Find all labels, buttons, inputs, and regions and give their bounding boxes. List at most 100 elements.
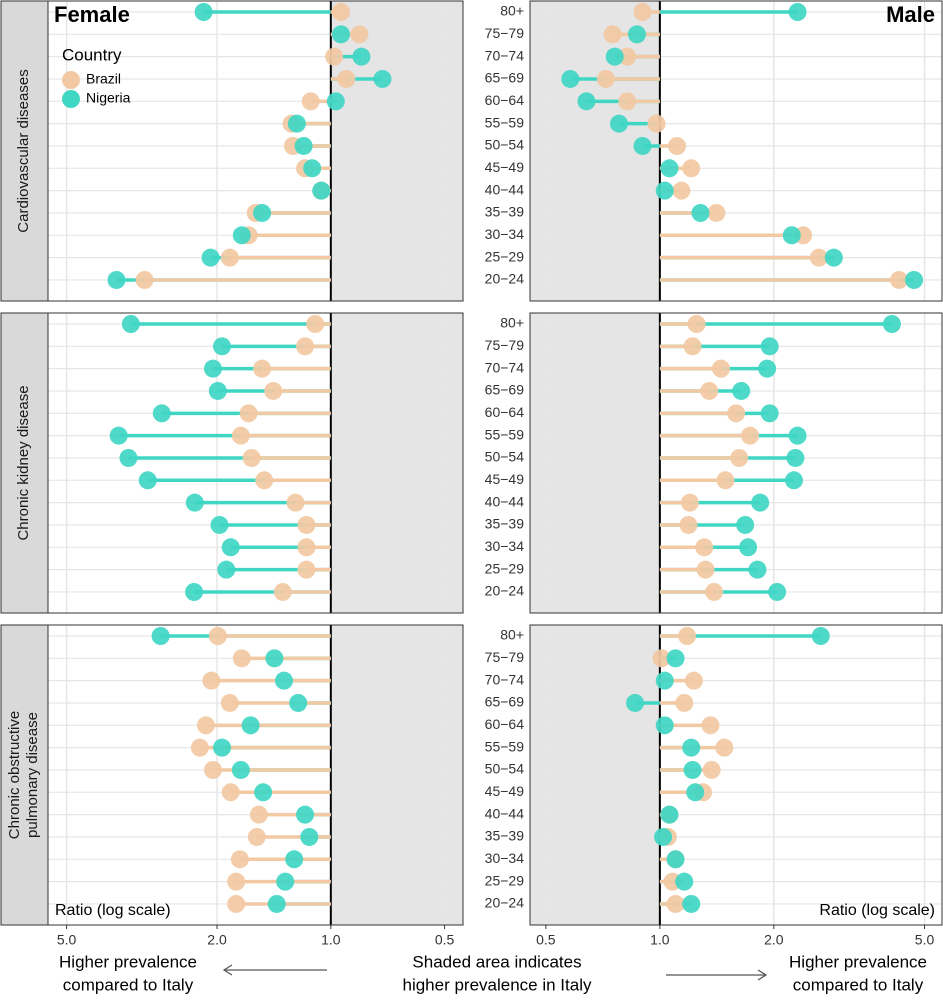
lollipop-dot [201,248,220,267]
shaded-area [530,313,660,613]
lollipop-dot [239,404,258,423]
lollipop-dot [654,827,673,846]
age-label: 65−69 [485,694,525,710]
age-label: 20−24 [485,583,525,599]
lollipop-dot [682,894,701,913]
age-label: 70−74 [485,47,525,63]
lollipop-dot [109,426,128,445]
lollipop-dot [232,649,251,668]
lollipop-dot [231,760,250,779]
lollipop-dot [732,381,751,400]
lollipop-dot [561,69,580,88]
lollipop-dot [691,203,710,222]
lollipop-dot [274,671,293,690]
lollipop-dot [760,404,779,423]
age-label: 40−44 [485,493,525,509]
lollipop-dot [647,114,666,133]
facet-strip [0,312,49,614]
age-label: 75−79 [485,337,525,353]
age-label: 20−24 [485,895,525,911]
annotation: Higher prevalence [59,952,197,971]
lollipop-dot [736,515,755,534]
lollipop-dot [300,827,319,846]
lollipop-dot [618,92,637,111]
lollipop-dot [788,3,807,21]
lollipop-dot [185,493,204,512]
lollipop-dot [596,69,615,88]
lollipop-dot [194,3,213,21]
panel-title: Female [54,2,130,27]
age-label: 80+ [500,3,524,19]
lollipop-dot [185,582,204,601]
lollipop-dot [696,560,715,579]
age-label: 55−59 [485,426,525,442]
legend-label: Brazil [86,71,121,87]
lollipop-dot [325,47,344,66]
age-label: 65−69 [485,382,525,398]
lollipop-dot [882,315,901,333]
lollipop-dot [152,404,171,423]
lollipop-dot [702,760,721,779]
facet-strip [0,624,49,926]
x-tick-label: 0.5 [435,932,455,948]
age-label: 25−29 [485,560,525,576]
lollipop-dot [301,92,320,111]
lollipop-dot [683,337,702,356]
lollipop-dot [253,203,272,222]
lollipop-dot [264,381,283,400]
age-label: 75−79 [485,25,525,41]
lollipop-dot [203,359,222,378]
lollipop-dot [287,114,306,133]
lollipop-dot [217,560,236,579]
age-label: 20−24 [485,271,525,287]
lollipop-dot [784,471,803,490]
age-label: 25−29 [485,872,525,888]
age-label: 40−44 [485,181,525,197]
lollipop-dot [741,426,760,445]
shaded-area [330,625,463,925]
lollipop-dot [739,538,758,557]
lollipop-dot [577,92,596,111]
lollipop-dot [633,136,652,155]
lollipop-dot [249,805,268,824]
lollipop-dot [232,226,251,245]
lollipop-dot [666,649,685,668]
lollipop-dot [700,381,719,400]
lollipop-dot [684,671,703,690]
age-label: 35−39 [485,204,525,220]
lollipop-dot [683,760,702,779]
age-label: 55−59 [485,738,525,754]
lollipop-dot [337,69,356,88]
lollipop-dot [758,359,777,378]
panel-border [529,312,943,614]
lollipop-dot [138,471,157,490]
lollipop-dot [220,248,239,267]
lollipop-dot [107,270,126,289]
lollipop-dot [241,716,260,735]
lollipop-dot [242,448,261,467]
lollipop-dot [701,716,720,735]
lollipop-dot [296,337,315,356]
lollipop-dot [221,783,240,802]
lollipop-dot [202,671,221,690]
lollipop-dot [682,738,701,757]
lollipop-dot [227,872,246,891]
lollipop-dot [655,181,674,200]
age-label: 70−74 [485,359,525,375]
lollipop-dot [303,159,322,178]
lollipop-dot [213,738,232,757]
lollipop-dot [255,471,274,490]
lollipop-dot [190,738,209,757]
legend-label: Nigeria [86,90,131,106]
lollipop-dot [227,894,246,913]
annotation: compared to Italy [793,975,924,994]
lollipop-dot [786,448,805,467]
age-label: 80+ [500,315,524,331]
lollipop-dot [707,203,726,222]
x-tick-label: 5.0 [915,932,935,948]
annotation: compared to Italy [63,975,194,994]
lollipop-dot [326,92,345,111]
lollipop-dot [350,25,369,44]
lollipop-dot [730,448,749,467]
lollipop-dot [716,471,735,490]
